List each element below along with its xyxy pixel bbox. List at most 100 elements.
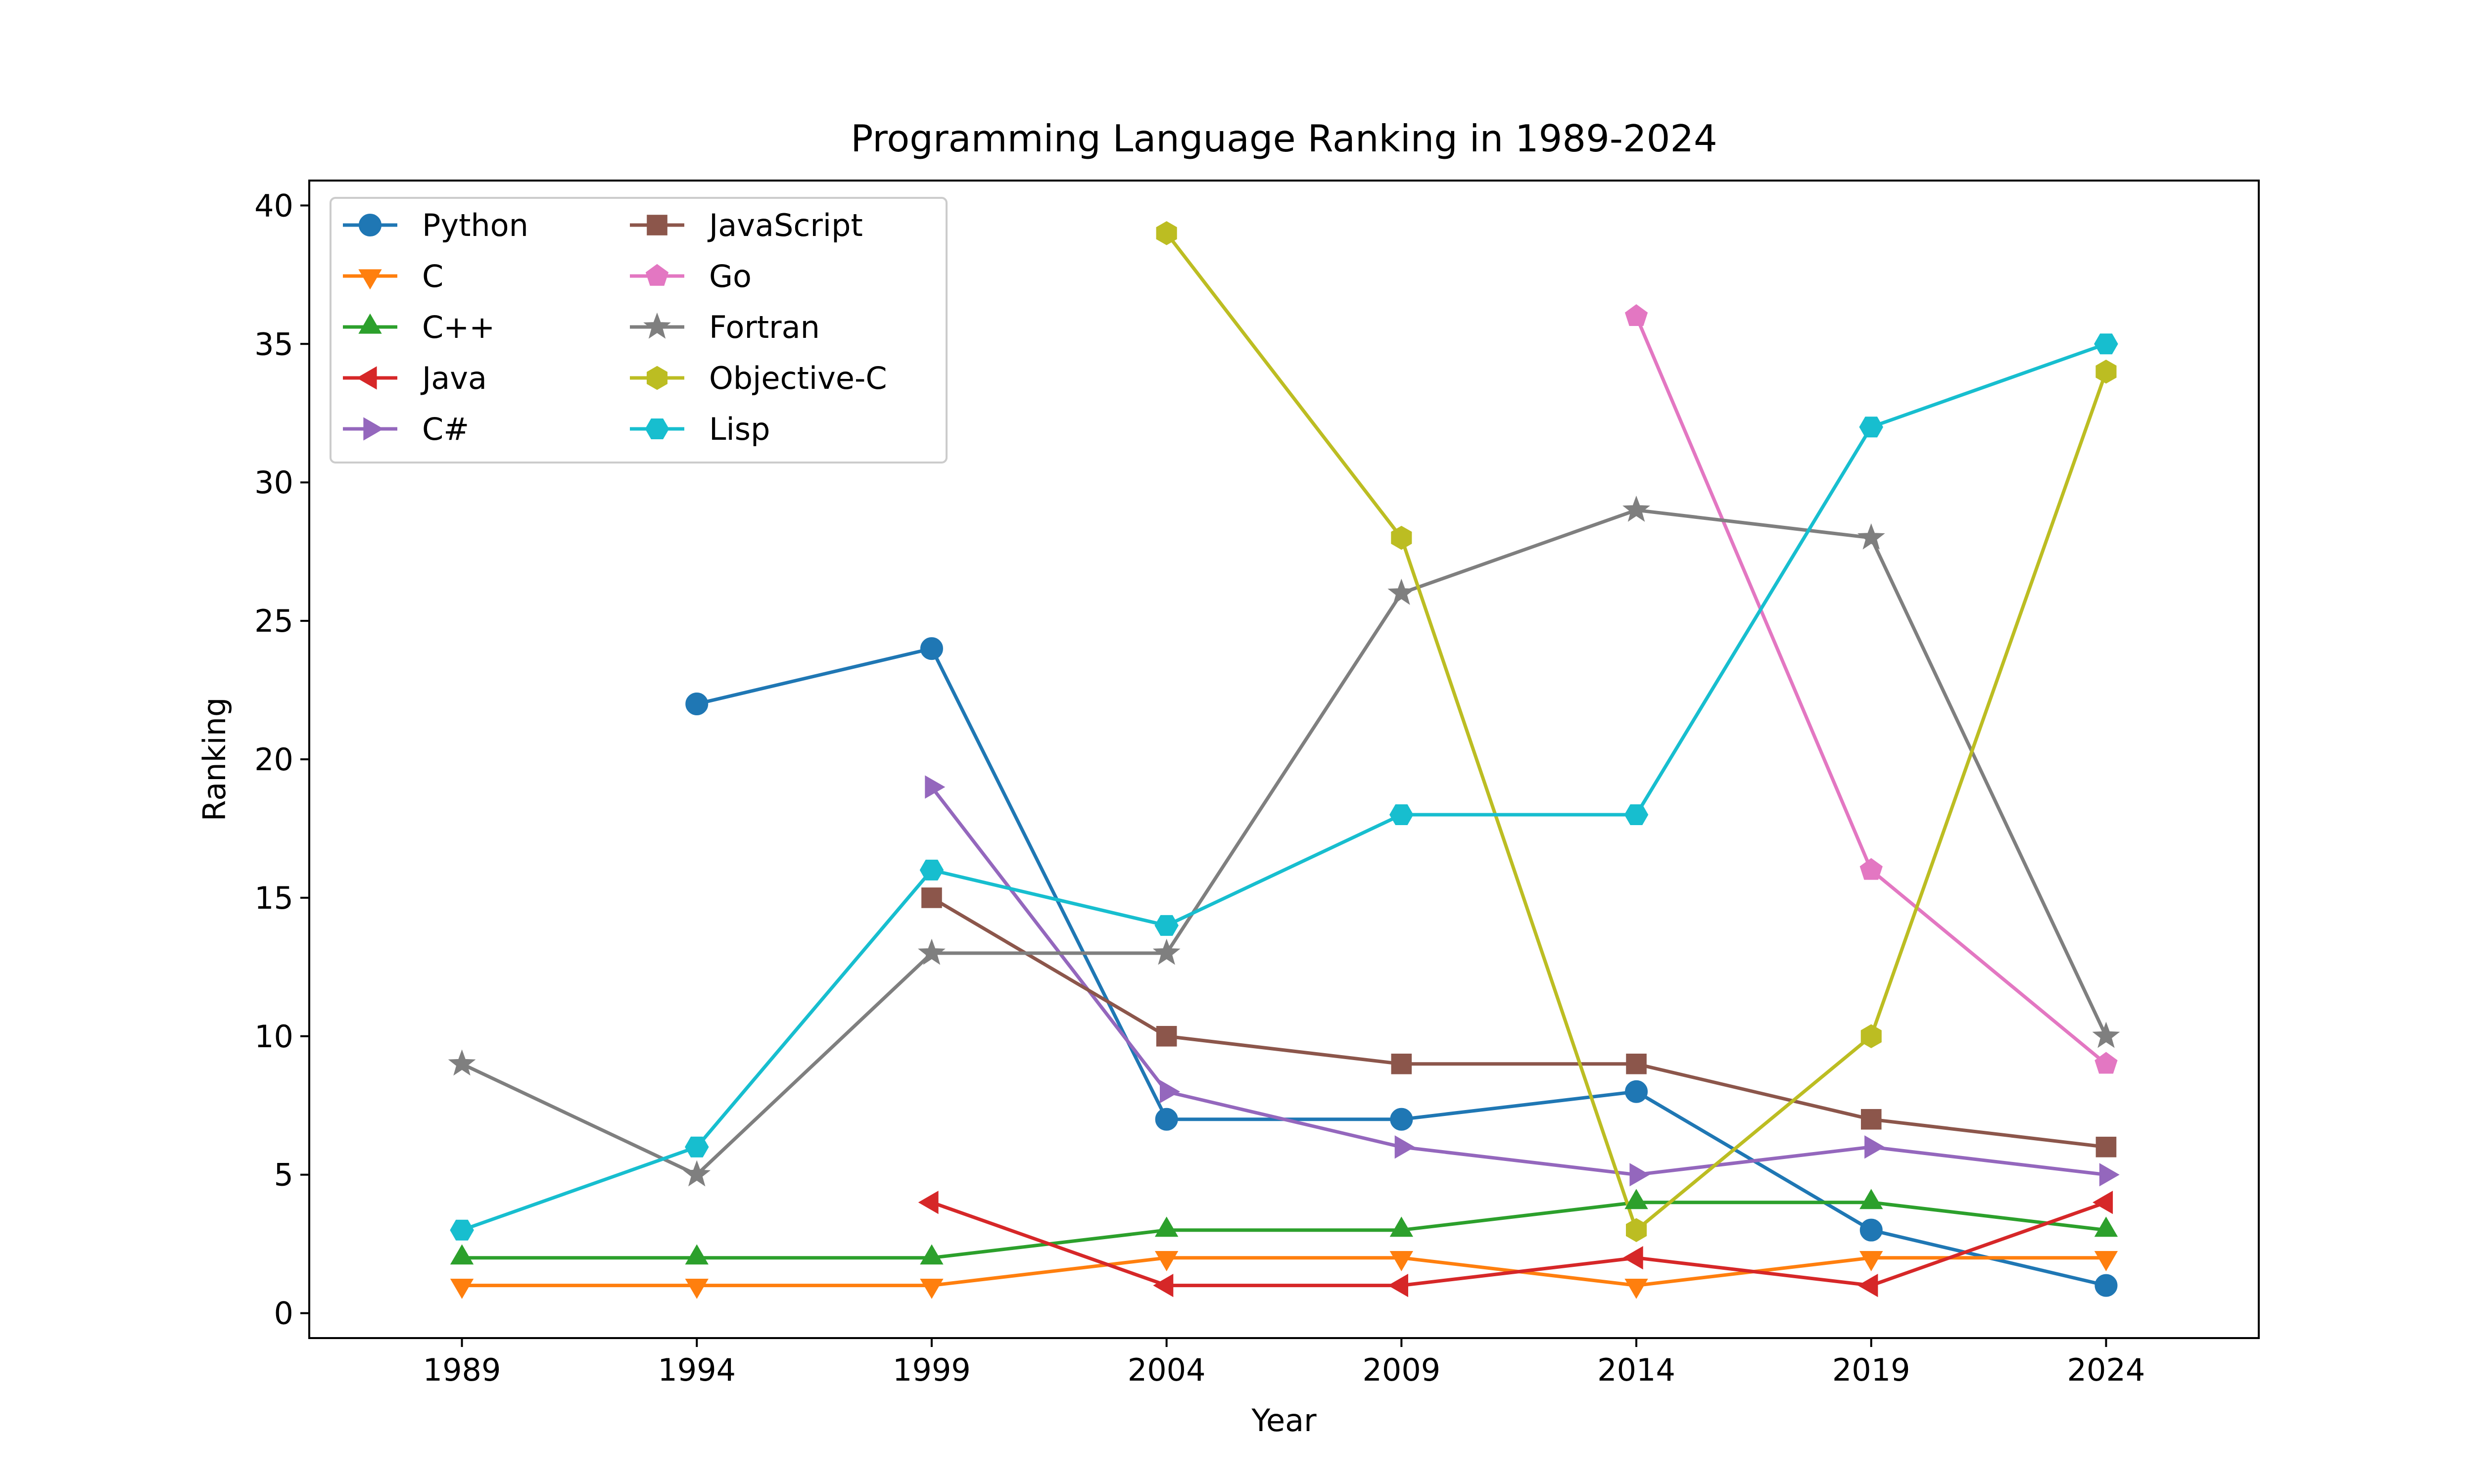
x-tick-label: 2014	[1597, 1352, 1675, 1388]
data-point-c	[1859, 1251, 1883, 1271]
data-point-c	[1624, 1279, 1648, 1299]
x-tick-label: 1989	[423, 1352, 501, 1388]
data-point-java	[1857, 1273, 1878, 1298]
data-point-lisp	[919, 859, 944, 881]
data-point-python	[920, 637, 943, 660]
data-point-c	[925, 775, 946, 799]
data-point-java	[1153, 1273, 1174, 1298]
legend-marker-c	[363, 417, 384, 441]
legend-label-java: Java	[420, 360, 487, 396]
legend-box	[330, 197, 948, 464]
series-line-javascript	[929, 895, 2108, 1149]
data-point-c	[1154, 1216, 1179, 1237]
series-line-fortran	[459, 508, 2109, 1177]
data-point-fortran	[448, 1049, 476, 1076]
data-point-javascript	[921, 887, 942, 908]
series-line-c	[460, 1201, 2108, 1260]
data-point-c	[1864, 1135, 1885, 1159]
legend: Python C C++ Java C# JavaScript Go Fortran Objec…	[330, 197, 948, 464]
legend-label-fortran: Fortran	[709, 309, 820, 345]
data-point-fortran	[1387, 578, 1416, 605]
axes: 1989 1994 1999 2004 2009 2014 2019 2024 0 5 10 15 20…	[254, 180, 2260, 1388]
data-point-objective-c	[1391, 525, 1412, 550]
data-point-lisp	[1389, 804, 1414, 825]
data-point-c	[685, 1279, 709, 1299]
data-point-objective-c	[1156, 221, 1177, 245]
x-tick-label: 2019	[1832, 1352, 1910, 1388]
x-tick-label: 2024	[2067, 1352, 2145, 1388]
y-tick-label: 25	[254, 603, 293, 639]
data-point-c	[920, 1244, 944, 1265]
data-point-fortran	[1857, 523, 1885, 550]
series-line-lisp	[460, 341, 2108, 1233]
data-point-c	[1389, 1251, 1414, 1271]
y-tick-label: 5	[274, 1157, 293, 1193]
x-tick-label: 1994	[658, 1352, 736, 1388]
data-point-lisp	[1154, 915, 1179, 936]
data-point-c	[685, 1244, 709, 1265]
x-axis-label: Year	[1251, 1402, 1317, 1438]
legend-label-c: C++	[422, 309, 495, 345]
data-point-c	[1394, 1135, 1415, 1159]
y-tick-label: 15	[254, 880, 293, 916]
data-point-javascript	[1156, 1026, 1177, 1047]
y-tick-label: 10	[254, 1019, 293, 1055]
data-point-python	[2094, 1274, 2118, 1297]
data-point-fortran	[2092, 1021, 2120, 1048]
data-point-fortran	[1152, 938, 1181, 965]
data-point-c	[1154, 1251, 1179, 1271]
data-point-go	[2094, 1052, 2118, 1074]
data-point-c	[450, 1279, 474, 1299]
data-point-objective-c	[2095, 360, 2117, 384]
data-point-c	[920, 1279, 944, 1299]
data-point-fortran	[1622, 495, 1650, 522]
data-point-python	[1390, 1108, 1413, 1131]
data-point-python	[685, 693, 709, 716]
y-tick-label: 40	[254, 187, 293, 224]
data-point-c	[1859, 1189, 1883, 1209]
data-point-javascript	[1391, 1053, 1412, 1074]
data-point-python	[1155, 1108, 1178, 1131]
data-point-fortran	[918, 938, 946, 965]
data-point-java	[1387, 1273, 1408, 1298]
data-point-python	[1625, 1080, 1648, 1103]
data-point-c	[450, 1244, 474, 1265]
y-tick-label: 35	[254, 326, 293, 362]
data-point-c	[1389, 1216, 1414, 1237]
data-point-lisp	[1624, 804, 1649, 825]
x-tick-label: 2009	[1362, 1352, 1440, 1388]
data-point-python	[1859, 1218, 1883, 1242]
legend-label-objective-c: Objective-C	[709, 360, 887, 396]
data-point-javascript	[1626, 1053, 1647, 1074]
x-tick-label: 1999	[893, 1352, 971, 1388]
data-point-java	[918, 1191, 939, 1214]
data-point-go	[1859, 858, 1883, 880]
series-line-c	[460, 1256, 2108, 1288]
y-tick-label: 30	[254, 464, 293, 501]
data-point-lisp	[450, 1219, 474, 1241]
series-line-java	[929, 1200, 2108, 1288]
series-markers	[448, 221, 2120, 1299]
y-tick-label: 20	[254, 742, 293, 778]
legend-marker-objective-c	[647, 366, 667, 390]
data-point-objective-c	[1860, 1024, 1882, 1049]
data-point-java	[1622, 1246, 1643, 1270]
data-point-c	[1624, 1189, 1648, 1209]
legend-label-c: C	[422, 258, 443, 294]
data-point-c	[1160, 1080, 1181, 1104]
data-point-java	[2093, 1191, 2113, 1214]
data-point-c	[1629, 1163, 1650, 1187]
legend-marker-lisp	[645, 418, 669, 439]
data-point-c	[2094, 1216, 2118, 1237]
y-tick-label: 0	[274, 1296, 293, 1332]
data-point-lisp	[685, 1136, 709, 1158]
legend-marker-fortran	[643, 312, 671, 339]
chart-title: Programming Language Ranking in 1989-202…	[851, 117, 1717, 160]
legend-label-go: Go	[709, 258, 752, 294]
x-tick-label: 2004	[1128, 1352, 1206, 1388]
data-point-go	[1624, 304, 1648, 326]
legend-marker-c	[358, 313, 382, 334]
legend-marker-java	[356, 366, 377, 390]
